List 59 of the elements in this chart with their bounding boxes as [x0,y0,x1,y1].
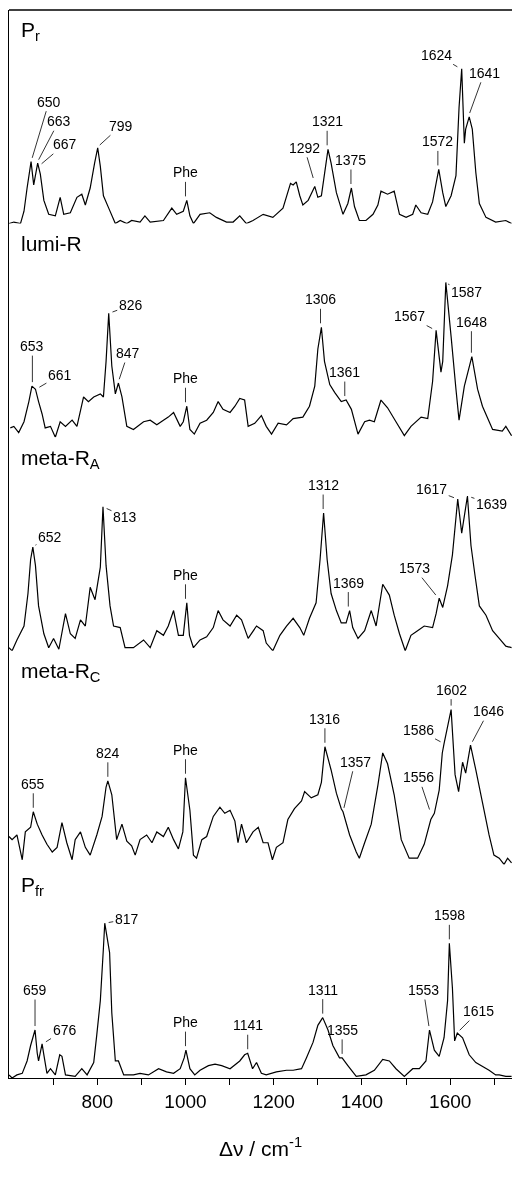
annotation: 1556 [403,769,435,785]
annotation: 813 [113,509,137,525]
x-tick-label: 1400 [340,1090,384,1112]
annotation: 1567 [394,308,426,324]
annotation: 1641 [469,65,501,81]
annotation: 659 [23,982,47,998]
annotation: 1316 [309,711,341,727]
annotation: Phe [173,742,199,758]
chart-title: meta-R$_{C}$ [21,659,101,686]
annotation: 847 [116,345,140,361]
annotation: 661 [48,367,72,383]
annotation: 1586 [403,722,435,738]
annotation: 1615 [463,1003,495,1019]
annotation: 1292 [289,140,321,156]
annotation: 1375 [335,152,367,168]
annotation: Phe [173,567,199,583]
x-tick-label: 800 [81,1090,114,1112]
annotation: Phe [173,1014,199,1030]
annotation: 1355 [327,1022,359,1038]
annotation: 1587 [451,284,483,300]
annotation: 1361 [329,364,361,380]
annotation: 1617 [416,481,448,497]
annotation: 650 [37,94,61,110]
x-tick-label: 1200 [252,1090,295,1112]
chart-title: lumi-R [21,232,82,255]
annotation: 663 [47,113,71,129]
annotation: Phe [173,164,199,180]
annotation: 1553 [408,982,440,998]
annotation: 817 [115,911,139,927]
x-tick-label: 1600 [429,1090,472,1112]
annotation: 1639 [476,496,508,512]
annotation: 1357 [340,754,372,770]
chart-title: P$_{fr}$ [21,873,45,900]
x-tick-label: 1000 [164,1090,207,1112]
annotation: 667 [53,136,77,152]
annotation: 655 [21,776,45,792]
annotation: 1648 [456,314,488,330]
annotation: 1369 [333,575,365,591]
annotation: 1572 [422,133,454,149]
chart-title: P$_{r}$ [21,18,41,45]
chart-title: meta-R$_{A}$ [21,446,100,473]
annotation: 799 [109,118,133,134]
annotation: 1312 [308,477,340,493]
annotation: 1311 [308,982,339,998]
annotation: 1141 [233,1017,264,1033]
annotation: 1598 [434,907,466,923]
annotation: 826 [119,297,143,313]
annotation: 652 [38,529,62,545]
annotation: 1602 [436,682,468,698]
annotation: Phe [173,370,199,386]
annotation: 1306 [305,291,337,307]
annotation: 1321 [312,113,344,129]
annotation: 1646 [473,703,505,719]
annotation: 824 [96,745,120,761]
annotation: 1573 [399,560,431,576]
annotation: 676 [53,1022,77,1038]
annotation: 653 [20,338,44,354]
x-axis-title: Δν / cm$^{-1}$ [218,1134,303,1161]
annotation: 1624 [421,47,453,63]
